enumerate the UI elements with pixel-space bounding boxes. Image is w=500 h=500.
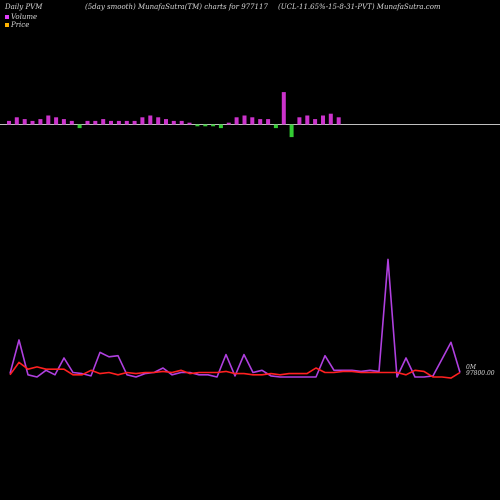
- volume-bar: [109, 120, 113, 125]
- legend-item-price: Price: [5, 21, 37, 29]
- volume-bar: [266, 119, 271, 125]
- volume-bar: [195, 124, 200, 127]
- volume-bar: [321, 115, 325, 125]
- volume-bar: [289, 124, 294, 138]
- volume-bar: [234, 117, 239, 125]
- volume-bar: [171, 120, 176, 125]
- volume-bar: [22, 119, 27, 125]
- volume-bar: [328, 113, 333, 125]
- volume-bar: [242, 115, 247, 125]
- volume-bar: [336, 117, 341, 125]
- volume-bar: [132, 120, 137, 125]
- volume-bar: [187, 122, 192, 125]
- volume-bar: [93, 120, 98, 125]
- volume-bar: [313, 119, 318, 125]
- volume-bar: [164, 119, 168, 125]
- volume-bar: [116, 120, 121, 125]
- legend-label-price: Price: [11, 21, 30, 29]
- volume-bar: [7, 120, 11, 125]
- volume-bar: [211, 124, 216, 127]
- volume-bar: [54, 117, 59, 125]
- volume-bar: [140, 117, 145, 125]
- price-swatch-icon: [5, 23, 9, 27]
- volume-bar: [85, 120, 90, 125]
- series-lines: [9, 258, 461, 379]
- volume-value-label: 0M: [466, 364, 476, 371]
- volume-bar: [30, 120, 35, 125]
- volume-line: [9, 258, 461, 378]
- volume-swatch-icon: [5, 15, 9, 19]
- volume-bar: [124, 120, 129, 125]
- volume-bar: [258, 119, 263, 125]
- volume-bar: [179, 120, 184, 125]
- price-line: [9, 361, 461, 379]
- volume-bar: [203, 124, 208, 127]
- volume-bar: [38, 119, 43, 125]
- chart-label-left: Daily PVM: [5, 3, 43, 11]
- legend-label-volume: Volume: [11, 13, 38, 21]
- legend: Volume Price: [5, 13, 37, 29]
- volume-bar: [226, 122, 231, 125]
- volume-bar: [281, 92, 286, 125]
- volume-bar: [61, 119, 66, 125]
- volume-bar: [305, 115, 310, 125]
- volume-bar: [69, 120, 74, 125]
- volume-bar: [297, 117, 302, 125]
- chart-title: (5day smooth) MunafaSutra(TM) charts for…: [85, 3, 268, 11]
- price-value-label: 97800.00: [466, 370, 495, 377]
- volume-bar: [101, 119, 106, 125]
- volume-bar: [273, 124, 278, 129]
- volume-bar: [218, 124, 223, 129]
- volume-bar: [14, 117, 19, 125]
- volume-bar: [250, 117, 255, 125]
- chart-subtitle: (UCL-11.65%-15-8-31-PVT) MunafaSutra.com: [278, 3, 441, 11]
- volume-bars: [7, 92, 341, 138]
- legend-item-volume: Volume: [5, 13, 37, 21]
- volume-bar: [46, 115, 51, 125]
- volume-bar: [156, 117, 161, 125]
- volume-bar: [148, 115, 153, 125]
- volume-bar: [77, 124, 82, 129]
